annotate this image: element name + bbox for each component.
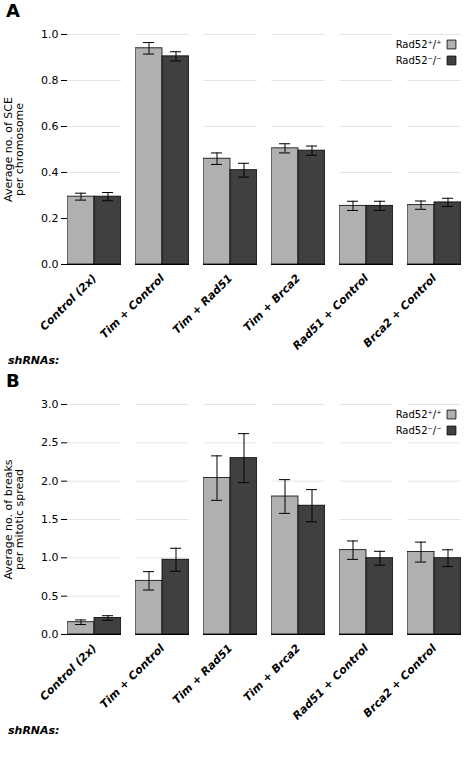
- svg-text:Tim + Rad51: Tim + Rad51: [170, 272, 235, 337]
- html-text:A: A: [6, 0, 20, 21]
- svg-text:Tim + Control: Tim + Control: [98, 272, 168, 342]
- svg-text:Average no. of SCEper chromoso: Average no. of SCEper chromosome: [2, 97, 26, 202]
- svg-text:2.0: 2.0: [41, 475, 59, 488]
- svg-text:Tim + Control: Tim + Control: [98, 642, 168, 712]
- svg-text:Tim + Brca2: Tim + Brca2: [241, 272, 303, 334]
- svg-text:0.8: 0.8: [41, 74, 59, 87]
- svg-text:0.5: 0.5: [41, 590, 59, 603]
- html-text:B: B: [6, 370, 20, 391]
- svg-text:Rad52⁻/⁻: Rad52⁻/⁻: [396, 425, 442, 436]
- svg-text:Rad52⁺/⁺: Rad52⁺/⁺: [396, 39, 442, 50]
- svg-text:0.0: 0.0: [41, 258, 59, 271]
- svg-text:Rad52⁺/⁺: Rad52⁺/⁺: [396, 409, 442, 420]
- svg-text:0.4: 0.4: [41, 166, 59, 179]
- svg-text:Tim + Rad51: Tim + Rad51: [170, 642, 235, 707]
- svg-text:Brca2 + Control: Brca2 + Control: [361, 272, 439, 350]
- svg-text:Brca2 + Control: Brca2 + Control: [361, 642, 439, 720]
- svg-text:1.0: 1.0: [41, 28, 59, 41]
- html-text:shRNAs:: shRNAs:: [8, 724, 60, 737]
- svg-text:1.0: 1.0: [41, 551, 59, 564]
- svg-text:1.5: 1.5: [41, 513, 59, 526]
- svg-text:Tim + Brca2: Tim + Brca2: [241, 642, 303, 704]
- svg-text:Control (2x): Control (2x): [38, 642, 100, 704]
- svg-text:Rad51 + Control: Rad51 + Control: [290, 272, 371, 352]
- svg-text:Average no. of breaksper mitot: Average no. of breaksper mitotic spread: [2, 459, 26, 579]
- svg-text:Rad52⁻/⁻: Rad52⁻/⁻: [396, 55, 442, 66]
- svg-text:0.6: 0.6: [41, 120, 59, 133]
- svg-text:3.0: 3.0: [41, 398, 59, 411]
- svg-text:0.2: 0.2: [41, 212, 59, 225]
- svg-text:Rad51 + Control: Rad51 + Control: [290, 642, 371, 722]
- svg-text:Control (2x): Control (2x): [38, 272, 100, 334]
- svg-text:0.0: 0.0: [41, 628, 59, 641]
- svg-text:2.5: 2.5: [41, 436, 59, 449]
- html-text:shRNAs:: shRNAs:: [8, 354, 60, 367]
